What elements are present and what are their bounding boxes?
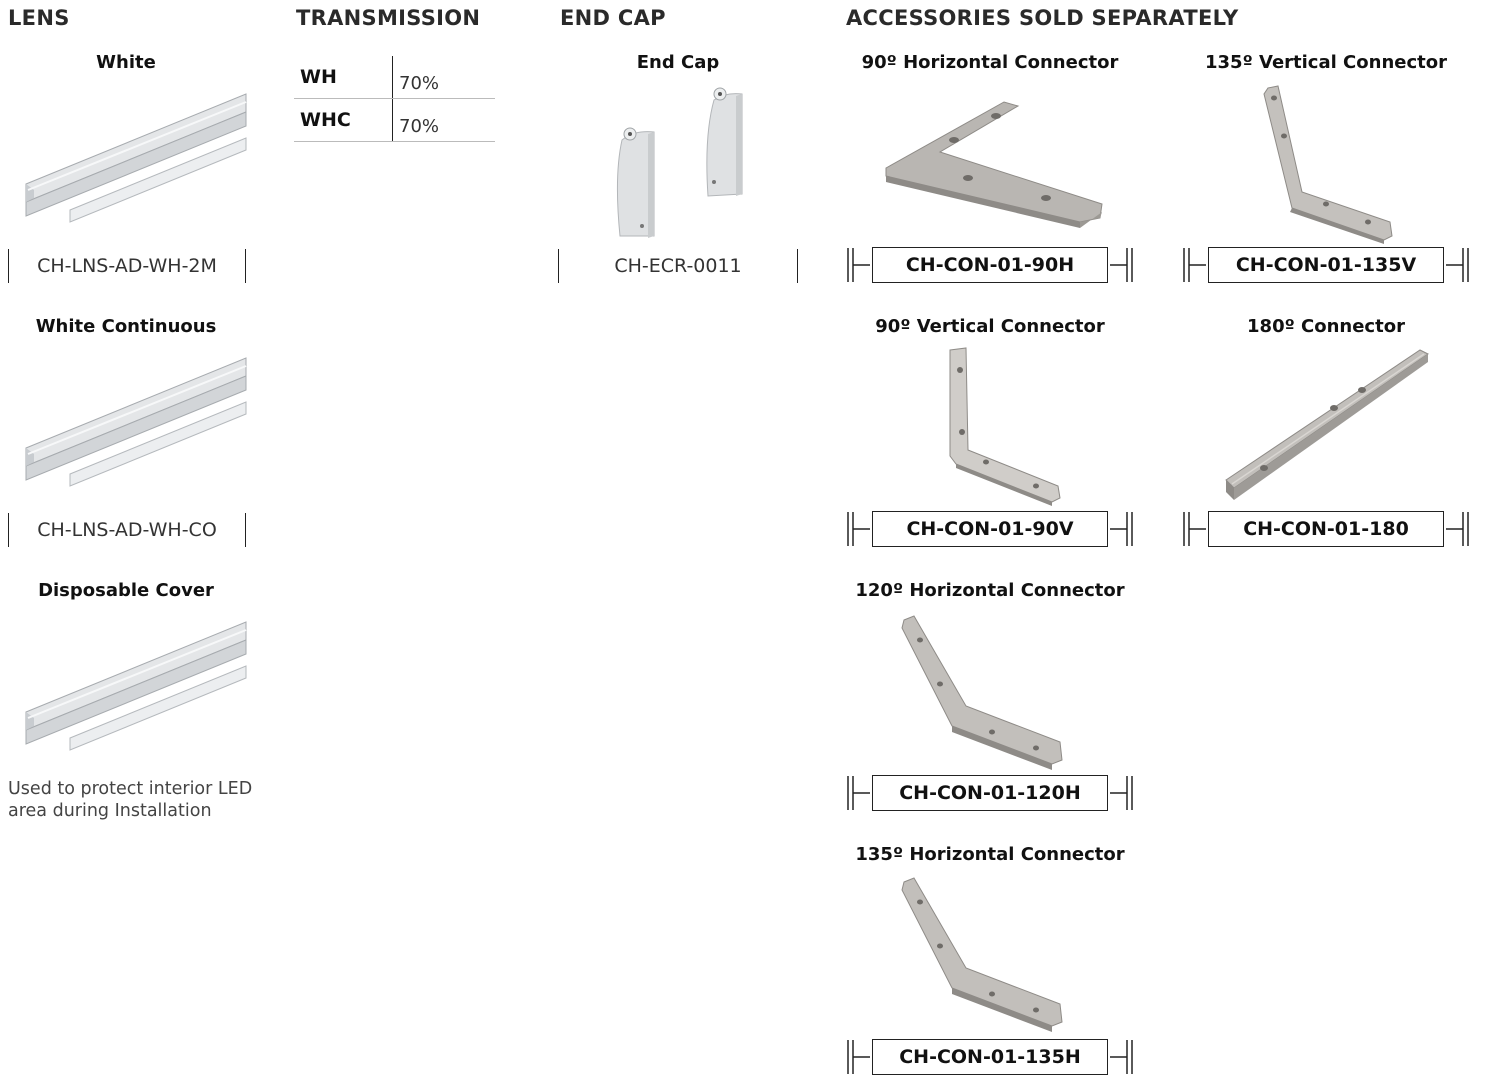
lens-white-code: CH-LNS-AD-WH-2M (8, 249, 246, 283)
accessory-120h-image (900, 614, 1070, 774)
accessory-90v-image (940, 346, 1070, 508)
end-cap-title: End Cap (636, 52, 720, 73)
accessory-180-code: CH-CON-01-180 (1208, 511, 1444, 547)
dimension-bracket-icon (1183, 248, 1206, 282)
table-row: WH 70% (294, 56, 495, 99)
accessory-135h-code: CH-CON-01-135H (872, 1039, 1108, 1075)
accessory-90v-code-box: CH-CON-01-90V (846, 511, 1134, 549)
lens-white-title: White (96, 52, 156, 73)
dimension-bracket-icon (1110, 1040, 1133, 1074)
dimension-bracket-icon (847, 1040, 870, 1074)
dimension-bracket-icon (1446, 512, 1469, 546)
accessory-90v-title: 90º Vertical Connector (875, 316, 1105, 337)
accessory-90h-code: CH-CON-01-90H (872, 247, 1108, 283)
lens-white-continuous-code: CH-LNS-AD-WH-CO (8, 513, 246, 547)
accessory-135h-code-box: CH-CON-01-135H (846, 1039, 1134, 1077)
transmission-code: WH (294, 56, 393, 99)
lens-white-continuous-image (22, 356, 248, 488)
accessory-180-image (1222, 344, 1432, 508)
transmission-table: WH 70% WHC 70% (294, 56, 495, 142)
end-cap-image (604, 86, 754, 242)
lens-section-title: LENS (8, 6, 70, 30)
accessory-90h-image (880, 96, 1110, 236)
accessory-180-code-box: CH-CON-01-180 (1182, 511, 1470, 549)
accessory-90h-code-box: CH-CON-01-90H (846, 247, 1134, 285)
accessory-135v-image (1260, 84, 1400, 244)
disposable-cover-title: Disposable Cover (38, 580, 214, 601)
table-row: WHC 70% (294, 98, 495, 142)
accessory-120h-code-box: CH-CON-01-120H (846, 775, 1134, 813)
accessory-135v-code: CH-CON-01-135V (1208, 247, 1444, 283)
end-cap-code: CH-ECR-0011 (558, 249, 798, 283)
disposable-cover-description: Used to protect interior LED area during… (8, 779, 253, 821)
transmission-value: 70% (392, 56, 495, 99)
accessory-90v-code: CH-CON-01-90V (872, 511, 1108, 547)
lens-white-image (22, 92, 248, 224)
accessory-120h-title: 120º Horizontal Connector (855, 580, 1125, 601)
transmission-section-title: TRANSMISSION (296, 6, 481, 30)
dimension-bracket-icon (847, 512, 870, 546)
accessory-135v-code-box: CH-CON-01-135V (1182, 247, 1470, 285)
dimension-bracket-icon (847, 248, 870, 282)
accessory-135h-image (900, 876, 1070, 1036)
transmission-value: 70% (392, 98, 495, 142)
accessory-135h-title: 135º Horizontal Connector (855, 844, 1125, 865)
transmission-code: WHC (294, 98, 393, 142)
accessory-180-title: 180º Connector (1247, 316, 1405, 337)
dimension-bracket-icon (847, 776, 870, 810)
dimension-bracket-icon (1446, 248, 1469, 282)
dimension-bracket-icon (1110, 512, 1133, 546)
accessory-90h-title: 90º Horizontal Connector (861, 52, 1119, 73)
end-cap-section-title: END CAP (560, 6, 666, 30)
disposable-cover-image (22, 620, 248, 752)
accessory-135v-title: 135º Vertical Connector (1205, 52, 1447, 73)
accessories-section-title: ACCESSORIES SOLD SEPARATELY (846, 6, 1239, 30)
dimension-bracket-icon (1183, 512, 1206, 546)
dimension-bracket-icon (1110, 776, 1133, 810)
lens-white-continuous-title: White Continuous (35, 316, 217, 337)
accessory-120h-code: CH-CON-01-120H (872, 775, 1108, 811)
dimension-bracket-icon (1110, 248, 1133, 282)
